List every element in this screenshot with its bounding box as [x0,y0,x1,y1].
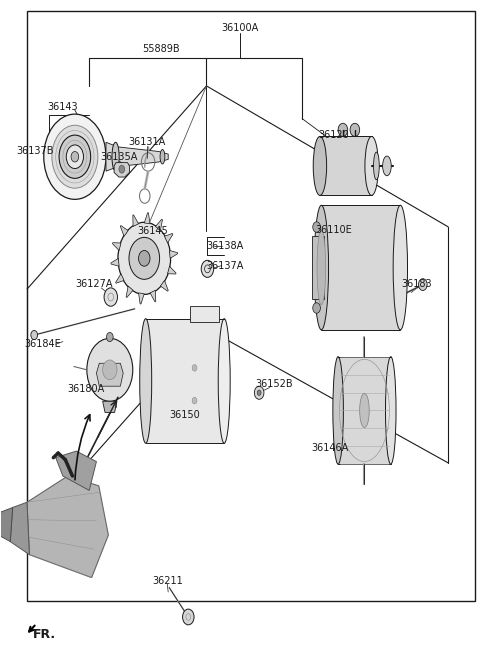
Polygon shape [144,213,150,224]
Text: 36180A: 36180A [67,384,105,394]
Ellipse shape [317,230,325,305]
Ellipse shape [373,152,379,179]
Circle shape [119,166,125,173]
Circle shape [118,222,170,294]
Circle shape [44,114,106,199]
Circle shape [192,365,197,371]
Ellipse shape [313,137,326,195]
Polygon shape [112,242,121,250]
Polygon shape [322,205,400,330]
Text: 36143: 36143 [48,102,78,112]
Polygon shape [106,143,168,171]
Polygon shape [56,451,96,490]
Circle shape [313,222,321,233]
Polygon shape [190,306,219,322]
Text: 36110E: 36110E [315,225,352,235]
Polygon shape [111,258,119,266]
Ellipse shape [112,143,119,171]
Text: 36138A: 36138A [206,241,243,251]
Text: FR.: FR. [33,627,56,641]
Polygon shape [133,215,139,227]
Circle shape [350,124,360,137]
Polygon shape [338,357,391,464]
Circle shape [338,124,348,137]
Text: 36131A: 36131A [128,137,165,147]
Polygon shape [165,233,173,243]
Ellipse shape [140,319,152,443]
Circle shape [31,330,37,340]
Text: 36135A: 36135A [101,152,138,162]
Text: 36137A: 36137A [206,261,243,271]
Circle shape [419,279,427,290]
Text: 36152B: 36152B [256,379,293,389]
Ellipse shape [393,205,408,330]
Circle shape [313,303,321,313]
Polygon shape [150,290,156,302]
Circle shape [104,288,118,306]
Ellipse shape [218,319,230,443]
Text: 36146A: 36146A [312,443,348,453]
Polygon shape [27,476,108,578]
Circle shape [129,237,159,279]
Polygon shape [114,163,130,177]
Text: 36127A: 36127A [75,279,113,289]
Polygon shape [103,401,117,413]
Polygon shape [10,502,29,555]
Text: 55889B: 55889B [142,43,180,54]
Circle shape [71,152,79,162]
Polygon shape [320,137,372,195]
Circle shape [87,338,133,401]
Text: 36137B: 36137B [16,147,54,156]
Polygon shape [96,363,123,386]
Text: 36120: 36120 [318,130,348,140]
Circle shape [192,397,197,404]
Circle shape [52,125,98,188]
Circle shape [257,390,261,396]
Circle shape [107,332,113,342]
Polygon shape [312,237,324,299]
Ellipse shape [365,137,378,195]
Polygon shape [120,225,128,237]
Polygon shape [116,274,124,283]
Polygon shape [146,319,224,443]
Polygon shape [139,293,144,304]
Ellipse shape [385,357,396,464]
Ellipse shape [160,150,165,164]
Circle shape [201,260,214,277]
Circle shape [66,145,84,169]
Ellipse shape [333,357,343,464]
Polygon shape [156,219,162,231]
Polygon shape [0,507,12,541]
Text: 36145: 36145 [137,227,168,237]
Text: 36184E: 36184E [24,339,60,350]
Circle shape [139,250,150,266]
Text: 36100A: 36100A [221,23,259,34]
Circle shape [182,609,194,625]
Polygon shape [169,250,178,258]
Circle shape [103,360,117,380]
Ellipse shape [314,205,328,330]
Text: 36150: 36150 [169,410,200,420]
Text: 36211: 36211 [152,576,182,586]
Ellipse shape [360,394,369,428]
Polygon shape [168,266,176,274]
Ellipse shape [383,156,391,175]
Circle shape [254,386,264,399]
Polygon shape [126,286,133,298]
Text: 36183: 36183 [402,279,432,289]
Circle shape [59,135,91,178]
Polygon shape [160,281,168,291]
